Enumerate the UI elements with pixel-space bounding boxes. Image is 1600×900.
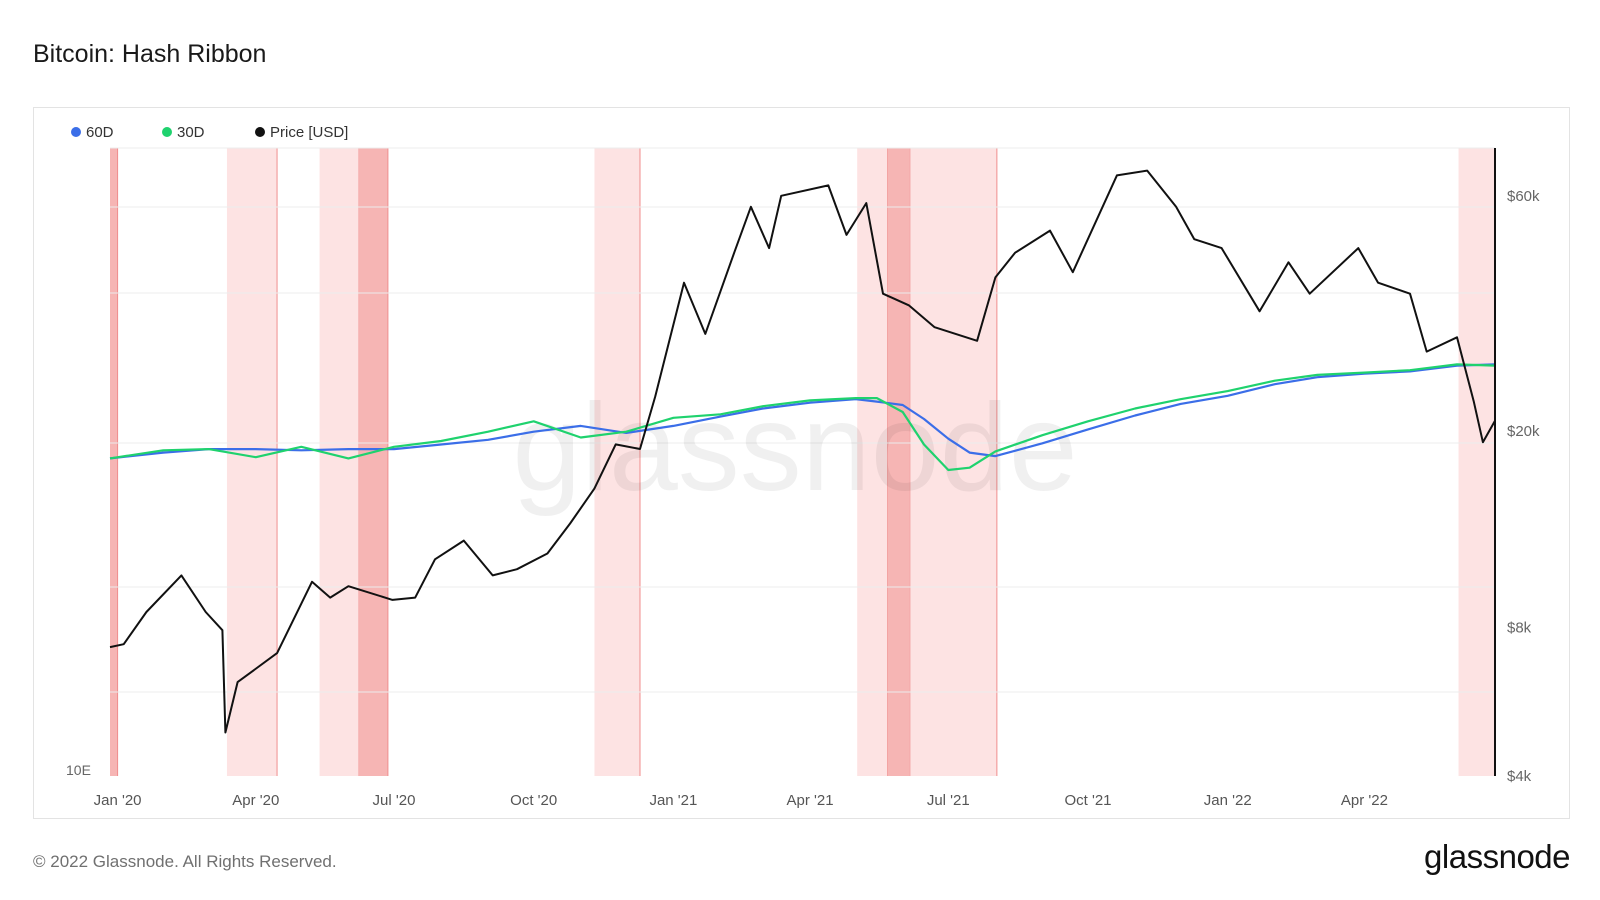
legend-marker bbox=[71, 127, 81, 137]
capitulation-band-7 bbox=[910, 148, 997, 776]
x-tick-label: Apr '22 bbox=[1341, 792, 1388, 809]
capitulation-band-6 bbox=[887, 148, 911, 776]
x-axis: Jan '20 Apr '20 Jul '20 Oct '20 Jan '21 Apr '… bbox=[94, 792, 1388, 809]
legend: 60D 30D Price [USD] bbox=[71, 124, 348, 141]
x-tick-label: Oct '21 bbox=[1064, 792, 1111, 809]
legend-label: 60D bbox=[86, 124, 114, 141]
chart-panel bbox=[33, 107, 1570, 819]
y-tick-label: $60k bbox=[1507, 188, 1540, 205]
x-tick-label: Jul '20 bbox=[373, 792, 416, 809]
capitulation-band-4 bbox=[594, 148, 641, 776]
series-line-price-usd bbox=[109, 169, 1496, 734]
capitulation-bands bbox=[110, 148, 1496, 776]
capitulation-band-3 bbox=[359, 148, 388, 776]
page-title: Bitcoin: Hash Ribbon bbox=[33, 40, 267, 68]
series-line-30d bbox=[109, 363, 1496, 472]
y-tick-label: $20k bbox=[1507, 423, 1540, 440]
y-tick-label: $4k bbox=[1507, 768, 1532, 785]
legend-label: Price [USD] bbox=[270, 124, 348, 141]
y-axis-left-label: 10E bbox=[66, 762, 91, 778]
capitulation-band-5 bbox=[857, 148, 888, 776]
capitulation-band-2 bbox=[319, 148, 360, 776]
legend-marker bbox=[162, 127, 172, 137]
legend-marker bbox=[255, 127, 265, 137]
x-tick-label: Oct '20 bbox=[510, 792, 557, 809]
x-tick-label: Jan '22 bbox=[1204, 792, 1252, 809]
y-axis-right: $4k $8k $20k $60k bbox=[1507, 188, 1540, 785]
gridlines bbox=[110, 147, 1495, 693]
x-tick-label: Apr '21 bbox=[787, 792, 834, 809]
capitulation-band-1 bbox=[226, 148, 278, 776]
x-tick-label: Apr '20 bbox=[232, 792, 279, 809]
legend-label: 30D bbox=[177, 124, 205, 141]
x-tick-label: Jan '21 bbox=[649, 792, 697, 809]
series-line-60d bbox=[109, 363, 1496, 460]
glassnode-logo[interactable]: glassnode bbox=[1424, 838, 1570, 875]
copyright-text: © 2022 Glassnode. All Rights Reserved. bbox=[33, 852, 337, 871]
series-layer bbox=[109, 169, 1496, 734]
capitulation-band-8 bbox=[1458, 148, 1495, 776]
x-tick-label: Jul '21 bbox=[927, 792, 970, 809]
watermark: glassnode bbox=[512, 379, 1077, 517]
x-tick-label: Jan '20 bbox=[94, 792, 142, 809]
y-tick-label: $8k bbox=[1507, 619, 1532, 636]
capitulation-band-0 bbox=[110, 148, 118, 776]
